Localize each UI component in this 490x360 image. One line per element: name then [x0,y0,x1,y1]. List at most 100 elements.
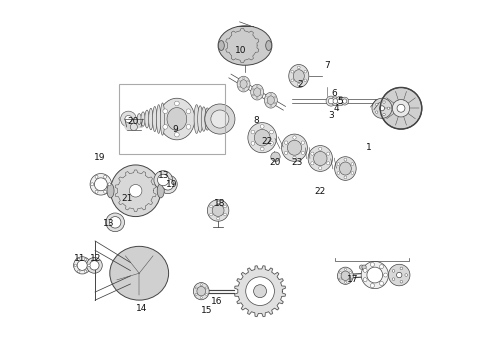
Circle shape [343,99,347,103]
Ellipse shape [314,152,327,166]
Circle shape [379,106,385,111]
Circle shape [270,105,271,107]
Circle shape [174,101,179,106]
Circle shape [256,85,258,87]
Circle shape [186,109,191,113]
Text: 13: 13 [157,171,169,180]
Circle shape [392,100,410,117]
Circle shape [304,79,307,82]
Ellipse shape [111,165,161,217]
Circle shape [159,175,177,194]
Circle shape [157,174,169,186]
Circle shape [200,297,202,299]
Circle shape [380,265,384,269]
Ellipse shape [267,96,274,104]
Circle shape [341,97,349,105]
Circle shape [291,71,294,73]
Circle shape [304,71,307,73]
Circle shape [397,104,405,112]
Circle shape [217,217,220,220]
Circle shape [247,80,248,82]
Circle shape [318,147,322,150]
Circle shape [88,264,90,267]
Ellipse shape [194,105,199,134]
Circle shape [370,262,374,266]
Circle shape [400,280,403,283]
Circle shape [375,111,378,113]
Circle shape [108,183,111,186]
Circle shape [405,274,408,276]
Circle shape [90,261,99,270]
Ellipse shape [254,88,261,96]
Ellipse shape [148,108,153,130]
Text: 1: 1 [366,143,371,152]
Ellipse shape [201,107,206,131]
Circle shape [293,136,296,139]
Circle shape [327,162,330,165]
Text: 23: 23 [292,158,303,167]
Circle shape [274,96,276,98]
Polygon shape [235,266,286,316]
Circle shape [392,270,395,272]
Circle shape [392,278,395,280]
Circle shape [129,184,142,197]
Circle shape [224,205,226,208]
Circle shape [335,96,344,106]
Text: 22: 22 [262,137,273,146]
Circle shape [383,113,385,116]
Ellipse shape [282,134,307,161]
Circle shape [271,152,280,161]
Polygon shape [115,170,156,212]
Circle shape [328,98,334,104]
Circle shape [270,94,271,95]
Circle shape [245,277,274,306]
Ellipse shape [194,283,209,300]
Circle shape [344,281,346,283]
Circle shape [84,270,87,273]
Ellipse shape [288,140,301,155]
Text: 3: 3 [328,111,334,120]
Text: 5: 5 [337,96,343,105]
Circle shape [121,111,136,127]
Circle shape [389,264,410,286]
Circle shape [74,264,76,267]
Circle shape [174,132,179,137]
Circle shape [375,103,378,105]
Text: 19: 19 [166,180,177,189]
Circle shape [163,109,168,113]
Circle shape [247,86,248,88]
Circle shape [261,88,262,90]
Circle shape [301,151,305,154]
Circle shape [266,96,268,98]
Circle shape [387,107,390,109]
Circle shape [301,141,305,144]
Text: 15: 15 [200,306,212,315]
Circle shape [84,258,87,261]
Circle shape [195,287,197,289]
Circle shape [311,162,314,165]
Circle shape [104,175,107,178]
Circle shape [260,125,264,128]
Ellipse shape [107,184,114,198]
Circle shape [384,273,388,277]
Circle shape [251,141,255,145]
Text: 4: 4 [334,104,339,113]
Circle shape [351,172,354,174]
Circle shape [154,171,172,189]
Circle shape [344,158,347,161]
Circle shape [327,152,330,155]
Ellipse shape [335,157,356,180]
Ellipse shape [266,41,271,50]
Circle shape [224,213,226,216]
Circle shape [400,267,403,270]
Circle shape [380,87,422,129]
Circle shape [311,152,314,155]
Circle shape [361,261,389,289]
Circle shape [130,123,137,131]
Circle shape [261,94,262,96]
Ellipse shape [254,129,270,146]
Circle shape [104,190,107,193]
Ellipse shape [212,204,224,216]
Circle shape [205,104,235,134]
Circle shape [337,172,340,174]
